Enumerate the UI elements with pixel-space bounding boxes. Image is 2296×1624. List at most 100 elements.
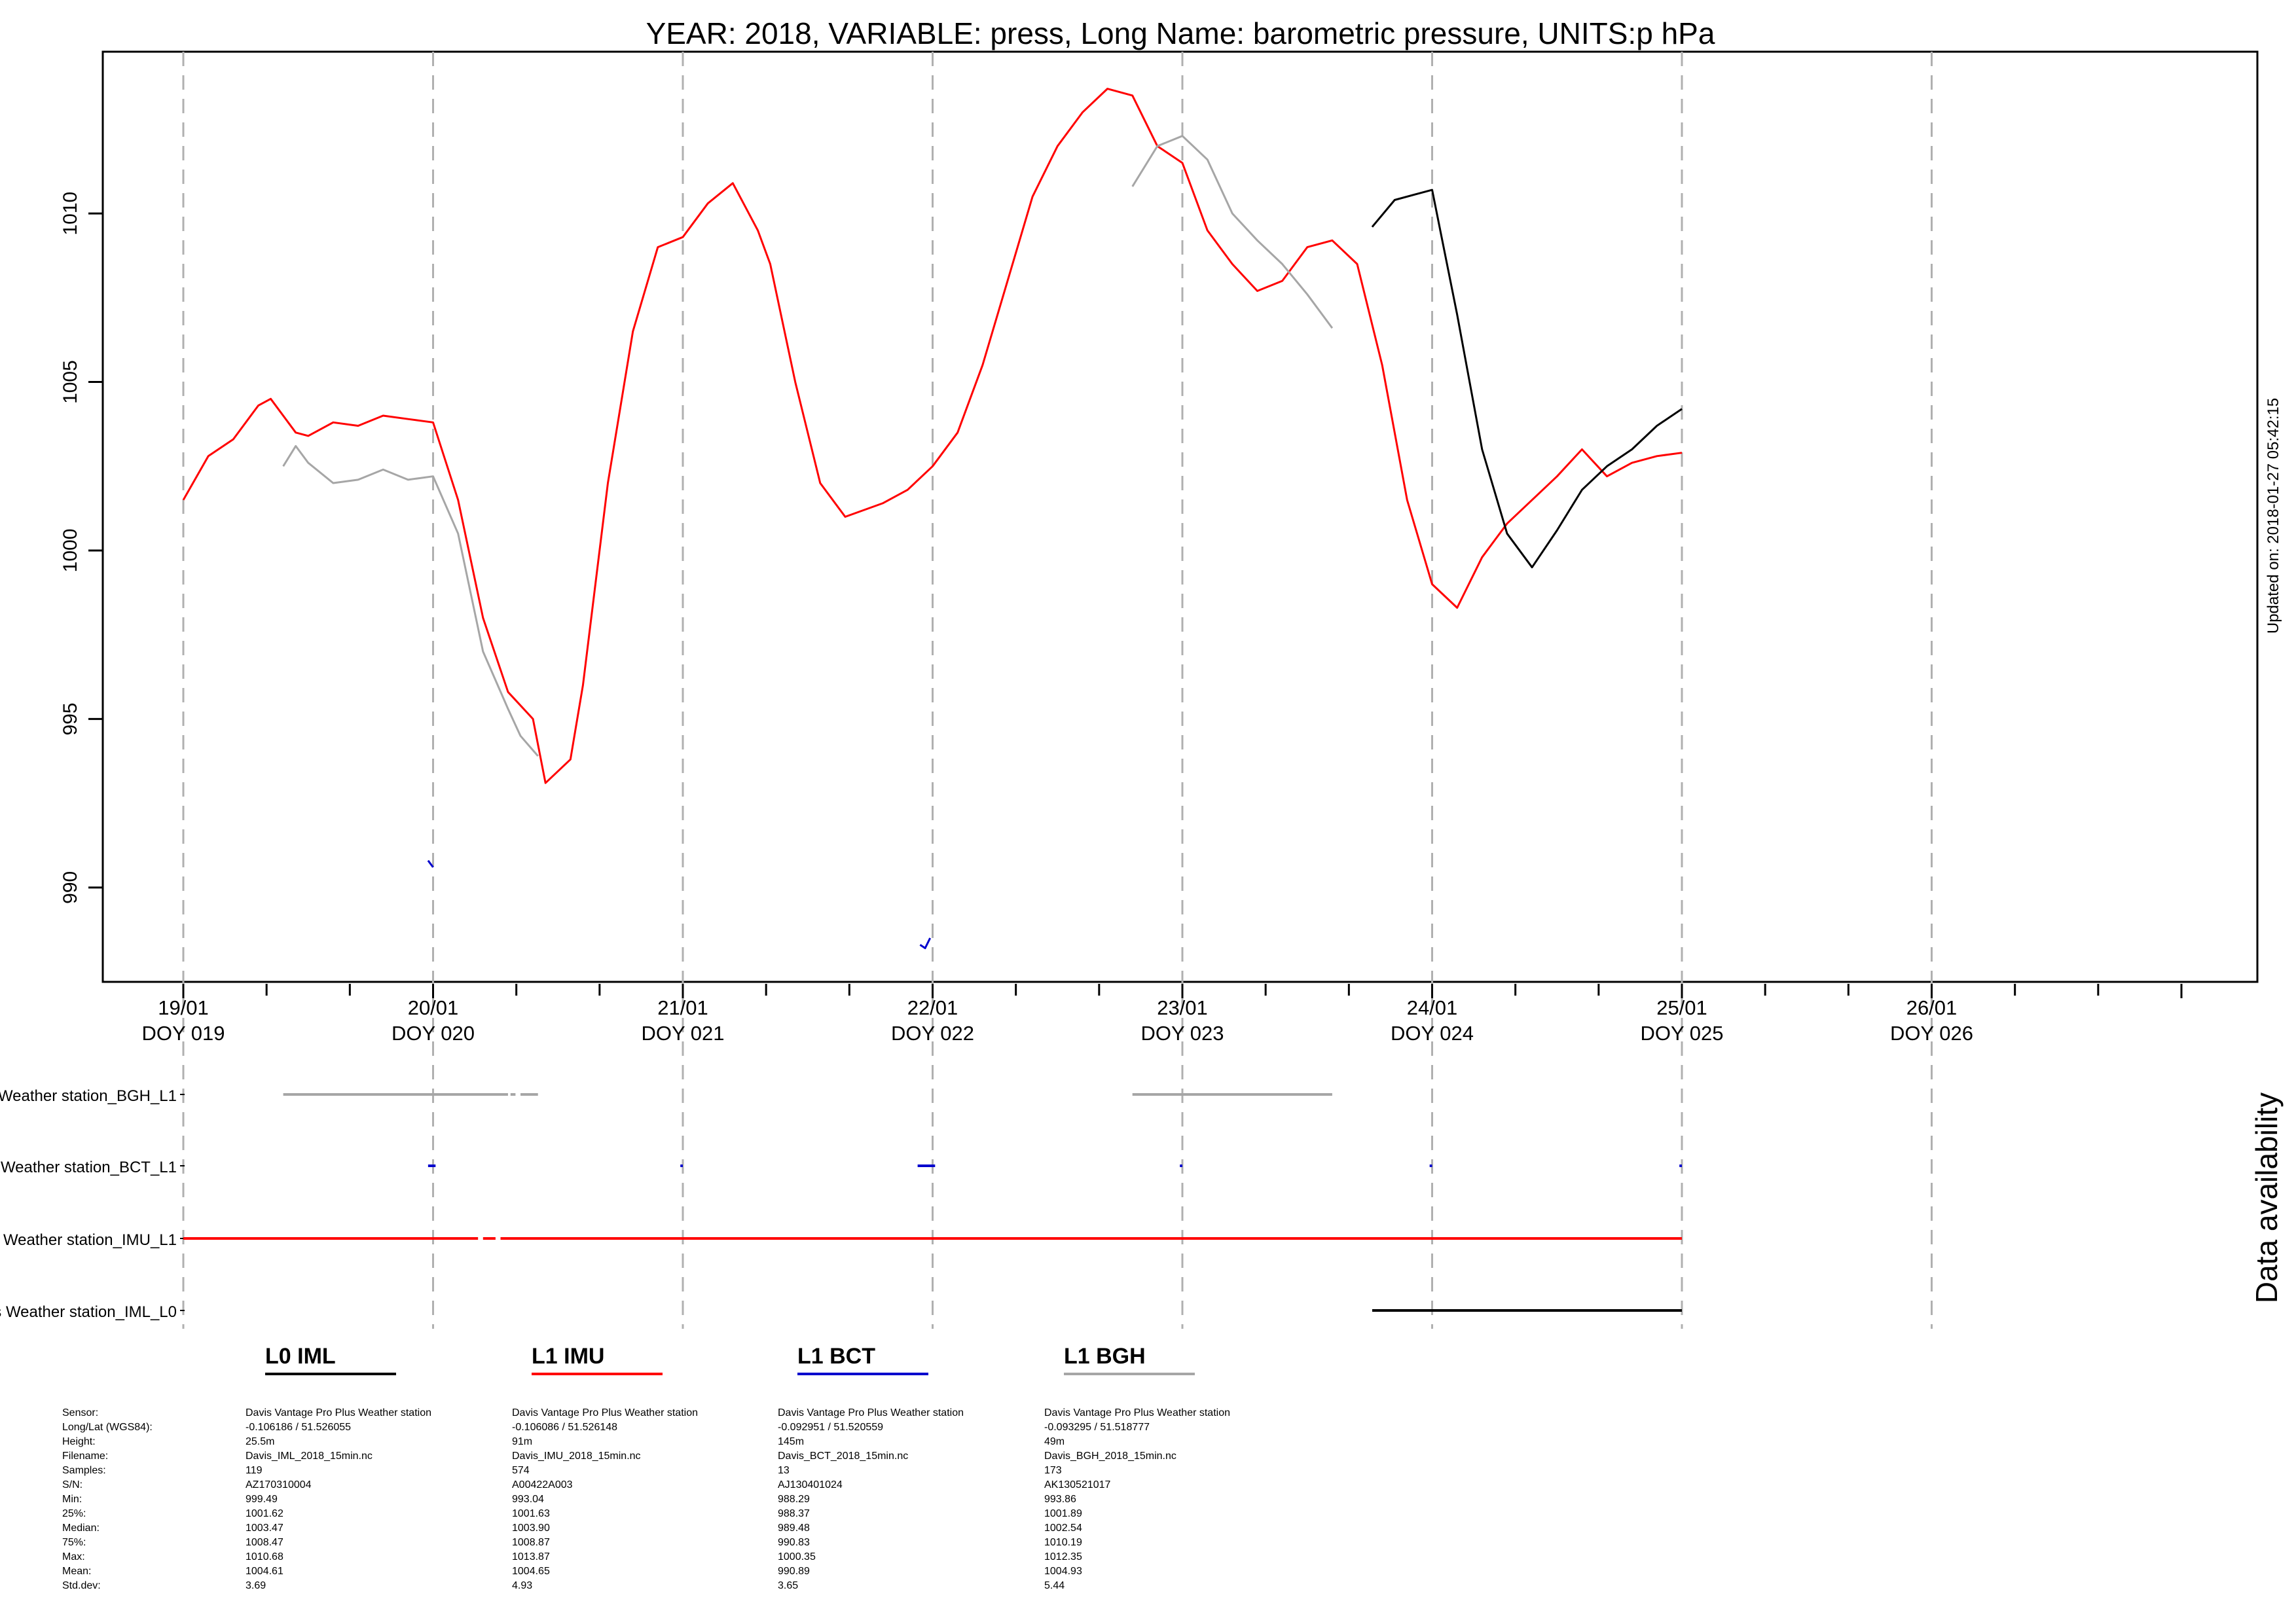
- y-tick-label: 1005: [60, 360, 81, 404]
- meta-label: Max:: [62, 1551, 85, 1562]
- meta-label: Sensor:: [62, 1407, 99, 1418]
- meta-value: 91m: [512, 1436, 533, 1447]
- meta-label: Samples:: [62, 1465, 106, 1476]
- meta-value: Davis_IML_2018_15min.nc: [246, 1451, 373, 1462]
- meta-value: 13: [778, 1465, 790, 1476]
- meta-value: -0.106186 / 51.526055: [246, 1422, 352, 1433]
- meta-value: 990.89: [778, 1566, 810, 1577]
- x-tick-doy-label: DOY 021: [642, 1022, 725, 1045]
- meta-value: 990.83: [778, 1537, 810, 1548]
- meta-value: Davis_BCT_2018_15min.nc: [778, 1451, 909, 1462]
- x-tick-doy-label: DOY 023: [1141, 1022, 1224, 1045]
- meta-value: Davis Vantage Pro Plus Weather station: [512, 1407, 698, 1418]
- meta-label: Std.dev:: [62, 1580, 101, 1591]
- meta-value: Davis_BGH_2018_15min.nc: [1044, 1451, 1176, 1462]
- meta-value: 1013.87: [512, 1551, 550, 1562]
- meta-value: 1001.62: [246, 1508, 283, 1519]
- availability-row-label: Weather station_BCT_L1: [1, 1159, 177, 1176]
- meta-value: 1003.47: [246, 1523, 283, 1534]
- series-l1-bgh-line: [1131, 135, 1334, 329]
- y-tick-label: 1000: [60, 529, 81, 573]
- x-tick-doy-label: DOY 025: [1641, 1022, 1724, 1045]
- updated-on-note: Updated on: 2018-01-27 05:42:15: [2265, 398, 2282, 634]
- x-tick-date-label: 24/01: [1407, 996, 1458, 1019]
- meta-value: 1010.68: [246, 1551, 283, 1562]
- meta-label: Min:: [62, 1494, 82, 1505]
- meta-value: 49m: [1044, 1436, 1065, 1447]
- meta-value: 1003.90: [512, 1523, 550, 1534]
- metadata-column-l1-bct: Davis Vantage Pro Plus Weather station -…: [778, 1406, 964, 1593]
- meta-value: 574: [512, 1465, 530, 1476]
- meta-value: 989.48: [778, 1523, 810, 1534]
- meta-value: 1001.89: [1044, 1508, 1082, 1519]
- meta-label: 75%:: [62, 1537, 86, 1548]
- series-l1-bct-line: [427, 859, 434, 868]
- meta-value: 1004.93: [1044, 1566, 1082, 1577]
- series-l0-iml-line: [1371, 189, 1683, 569]
- y-tick-label: 1010: [60, 192, 81, 236]
- legend-l1-bct-swatch: [797, 1373, 928, 1375]
- meta-value: Davis_IMU_2018_15min.nc: [512, 1451, 641, 1462]
- meta-value: 145m: [778, 1436, 805, 1447]
- legend-l0-iml-label: L0 IML: [265, 1344, 336, 1369]
- x-tick-date-label: 20/01: [408, 996, 459, 1019]
- metadata-column-l1-bgh: Davis Vantage Pro Plus Weather station -…: [1044, 1406, 1230, 1593]
- availability-row-label: s Weather station_IML_L0: [0, 1303, 177, 1321]
- legend-l1-bct-label: L1 BCT: [797, 1344, 875, 1369]
- meta-value: 3.65: [778, 1580, 799, 1591]
- meta-value: 119: [246, 1465, 263, 1476]
- meta-value: -0.092951 / 51.520559: [778, 1422, 884, 1433]
- meta-value: 1000.35: [778, 1551, 816, 1562]
- x-tick-doy-label: DOY 019: [142, 1022, 225, 1045]
- series-l1-imu-line: [182, 88, 1683, 784]
- metadata-labels: Sensor: Long/Lat (WGS84): Height: Filena…: [62, 1406, 153, 1593]
- availability-row-label: Weather station_BGH_L1: [0, 1087, 177, 1105]
- meta-value: 1008.47: [246, 1537, 283, 1548]
- metadata-column-l0-iml: Davis Vantage Pro Plus Weather station -…: [246, 1406, 431, 1593]
- meta-label: Median:: [62, 1523, 100, 1534]
- legend-l1-imu-swatch: [532, 1373, 663, 1375]
- meta-value: Davis Vantage Pro Plus Weather station: [778, 1407, 964, 1418]
- availability-row-label: s Weather station_IMU_L1: [0, 1231, 177, 1249]
- meta-label: Long/Lat (WGS84):: [62, 1422, 153, 1433]
- legend-l0-iml: L0 IML: [265, 1344, 396, 1375]
- legend-l1-bgh: L1 BGH: [1064, 1344, 1195, 1375]
- x-tick-date-label: 23/01: [1157, 996, 1208, 1019]
- x-tick-doy-label: DOY 022: [891, 1022, 974, 1045]
- x-tick-date-label: 19/01: [158, 996, 209, 1019]
- chart-title: YEAR: 2018, VARIABLE: press, Long Name: …: [646, 16, 1715, 50]
- series-l1-bgh-line: [282, 444, 539, 757]
- meta-value: Davis Vantage Pro Plus Weather station: [246, 1407, 431, 1418]
- y-tick-label: 995: [60, 702, 81, 735]
- meta-value: 1008.87: [512, 1537, 550, 1548]
- plot-frame: [101, 50, 2259, 983]
- x-tick-doy-label: DOY 020: [392, 1022, 475, 1045]
- meta-value: 3.69: [246, 1580, 266, 1591]
- meta-value: 988.29: [778, 1494, 810, 1505]
- meta-value: 173: [1044, 1465, 1062, 1476]
- x-tick-doy-label: DOY 026: [1890, 1022, 1973, 1045]
- meta-value: 4.93: [512, 1580, 533, 1591]
- x-tick-doy-label: DOY 024: [1391, 1022, 1474, 1045]
- meta-value: Davis Vantage Pro Plus Weather station: [1044, 1407, 1230, 1418]
- meta-label: S/N:: [62, 1479, 83, 1490]
- meta-value: AJ130401024: [778, 1479, 843, 1490]
- meta-value: AK130521017: [1044, 1479, 1111, 1490]
- meta-label: Height:: [62, 1436, 96, 1447]
- x-tick-date-label: 26/01: [1906, 996, 1958, 1019]
- meta-value: 1004.61: [246, 1566, 283, 1577]
- meta-value: 5.44: [1044, 1580, 1065, 1591]
- meta-value: 993.04: [512, 1494, 544, 1505]
- meta-value: 1010.19: [1044, 1537, 1082, 1548]
- series-l1-bct-line: [919, 937, 932, 949]
- meta-value: 988.37: [778, 1508, 810, 1519]
- y-tick-label: 990: [60, 871, 81, 904]
- meta-label: Filename:: [62, 1451, 109, 1462]
- legend-l1-imu: L1 IMU: [532, 1344, 663, 1375]
- legend-l1-imu-label: L1 IMU: [532, 1344, 605, 1369]
- meta-value: -0.106086 / 51.526148: [512, 1422, 618, 1433]
- legend-l0-iml-swatch: [265, 1373, 396, 1375]
- meta-value: A00422A003: [512, 1479, 573, 1490]
- legend-l1-bgh-label: L1 BGH: [1064, 1344, 1146, 1369]
